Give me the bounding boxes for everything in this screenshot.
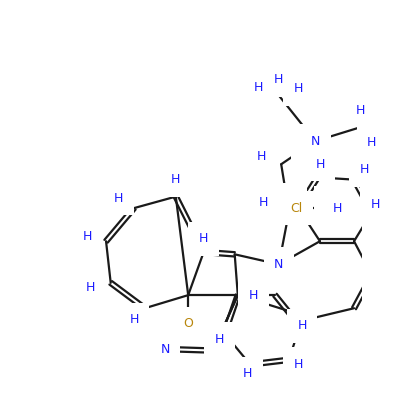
Text: H: H bbox=[258, 196, 267, 209]
Text: H: H bbox=[372, 124, 381, 137]
Text: H: H bbox=[243, 367, 252, 380]
Text: H: H bbox=[214, 333, 223, 346]
Text: H: H bbox=[113, 191, 123, 204]
Text: H: H bbox=[253, 81, 262, 94]
Text: H: H bbox=[86, 281, 95, 294]
Text: H: H bbox=[332, 202, 341, 215]
Text: H: H bbox=[366, 136, 376, 149]
Text: H: H bbox=[273, 73, 283, 86]
Text: H: H bbox=[287, 194, 296, 207]
Text: H: H bbox=[354, 104, 364, 117]
Text: H: H bbox=[358, 163, 368, 176]
Text: H: H bbox=[198, 233, 208, 246]
Text: H: H bbox=[83, 230, 92, 243]
Text: H: H bbox=[297, 319, 306, 332]
Text: Cl: Cl bbox=[290, 202, 302, 215]
Text: N: N bbox=[160, 343, 169, 356]
Text: H: H bbox=[129, 313, 138, 326]
Text: H: H bbox=[293, 82, 302, 95]
Text: H: H bbox=[370, 198, 379, 211]
Text: H: H bbox=[301, 148, 310, 161]
Text: H: H bbox=[248, 289, 257, 302]
Text: H: H bbox=[324, 196, 333, 209]
Text: H: H bbox=[171, 173, 180, 186]
Text: H: H bbox=[256, 150, 265, 163]
Text: O: O bbox=[183, 317, 192, 330]
Text: N: N bbox=[273, 258, 283, 271]
Text: N: N bbox=[310, 134, 319, 147]
Text: H: H bbox=[314, 158, 324, 171]
Text: H: H bbox=[293, 358, 302, 371]
